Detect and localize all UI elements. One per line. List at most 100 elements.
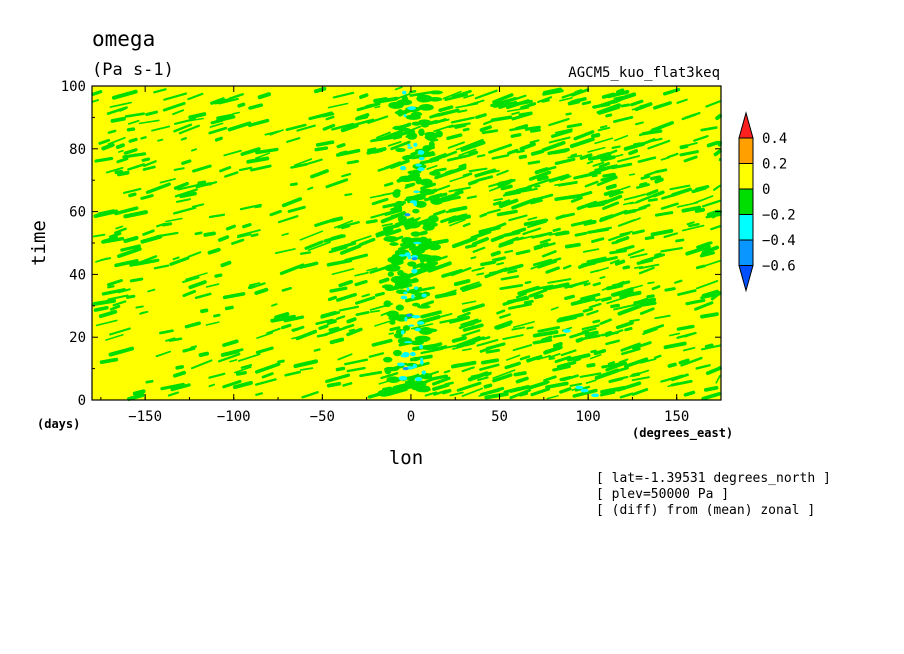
strong-negative-cell [407, 143, 411, 147]
convective-band-cell [411, 302, 420, 307]
convective-band-cell [415, 176, 422, 185]
negative-streak [587, 202, 606, 209]
negative-streak [283, 315, 305, 323]
negative-streak [178, 124, 200, 135]
negative-streak [650, 228, 674, 237]
negative-streak [348, 328, 356, 332]
negative-streak [452, 345, 464, 350]
negative-streak [156, 222, 166, 228]
strong-negative-cell [411, 314, 421, 319]
negative-streak [157, 138, 164, 142]
convective-band-cell [421, 345, 436, 351]
negative-streak [318, 324, 329, 330]
negative-streak [114, 206, 139, 216]
negative-streak [419, 230, 428, 236]
negative-streak [298, 261, 319, 269]
negative-streak [325, 178, 349, 189]
negative-streak [354, 296, 376, 305]
negative-streak [594, 256, 618, 264]
negative-streak [187, 251, 202, 258]
negative-streak [554, 180, 578, 187]
negative-streak [573, 130, 595, 141]
negative-streak [601, 280, 625, 291]
negative-streak [254, 362, 281, 374]
negative-streak [503, 230, 521, 238]
negative-streak [519, 142, 536, 151]
negative-streak [325, 115, 335, 121]
negative-streak [694, 207, 706, 213]
negative-streak [182, 346, 196, 353]
negative-streak [680, 356, 703, 367]
x-tick-label: −50 [310, 409, 335, 425]
negative-streak [110, 116, 126, 123]
negative-streak [477, 266, 485, 271]
negative-streak [216, 115, 236, 123]
negative-streak [430, 138, 439, 143]
negative-streak [611, 162, 633, 170]
colorbar: 0.4 0.2 0 −0.2 −0.4 −0.6 [738, 111, 796, 293]
negative-streak [492, 200, 502, 206]
negative-streak [255, 147, 279, 155]
negative-streak [507, 236, 524, 244]
negative-streak [634, 266, 643, 269]
x-tick-label: −150 [128, 409, 162, 425]
negative-streak [461, 300, 477, 305]
convective-band-cell [414, 335, 431, 342]
negative-streak [116, 170, 130, 177]
convective-band-cell [377, 389, 391, 397]
negative-streak [143, 160, 157, 167]
convective-band-cell [395, 147, 406, 153]
negative-streak [610, 303, 620, 309]
negative-streak [660, 246, 683, 253]
negative-streak [269, 209, 282, 217]
negative-streak [448, 214, 471, 223]
negative-streak [588, 302, 602, 309]
negative-streak [337, 221, 360, 229]
negative-streak [596, 176, 618, 187]
negative-streak [650, 121, 675, 133]
negative-streak [520, 187, 538, 193]
negative-streak [216, 113, 234, 120]
negative-streak [631, 105, 645, 111]
negative-streak [488, 182, 511, 192]
negative-streak [331, 241, 357, 251]
negative-streak [408, 375, 422, 381]
negative-streak [358, 237, 376, 247]
convective-band-cell [410, 111, 423, 117]
negative-streak [447, 141, 465, 149]
negative-streak [602, 201, 620, 210]
negative-streak [331, 268, 355, 276]
y-tick-label: 80 [69, 142, 86, 158]
negative-streak [639, 301, 657, 307]
negative-streak [187, 92, 204, 101]
negative-streak [129, 261, 142, 267]
negative-streak [529, 128, 541, 133]
negative-streak [145, 379, 154, 384]
convective-band-cell [403, 221, 413, 229]
strong-negative-cell [414, 327, 421, 332]
negative-streak [507, 269, 518, 274]
negative-streak [520, 102, 537, 110]
negative-streak [576, 200, 598, 211]
negative-streak [515, 249, 531, 256]
negative-streak [593, 99, 615, 109]
strong-negative-cell [562, 329, 571, 333]
convective-band-cell [383, 300, 392, 308]
x-tick-label: −100 [217, 409, 251, 425]
negative-streak [107, 278, 123, 287]
negative-streak [439, 317, 463, 324]
strong-negative-cell [409, 200, 418, 204]
negative-streak [713, 149, 722, 157]
negative-streak [328, 246, 348, 254]
negative-streak [605, 113, 613, 118]
colorbar-segment [738, 163, 754, 190]
negative-streak [388, 332, 395, 335]
negative-streak [468, 179, 479, 186]
negative-streak [463, 94, 475, 99]
negative-streak [506, 296, 530, 304]
negative-streak [366, 267, 378, 272]
negative-streak [605, 339, 620, 346]
negative-streak [599, 125, 608, 129]
negative-streak [679, 150, 699, 157]
negative-streak [111, 89, 138, 100]
